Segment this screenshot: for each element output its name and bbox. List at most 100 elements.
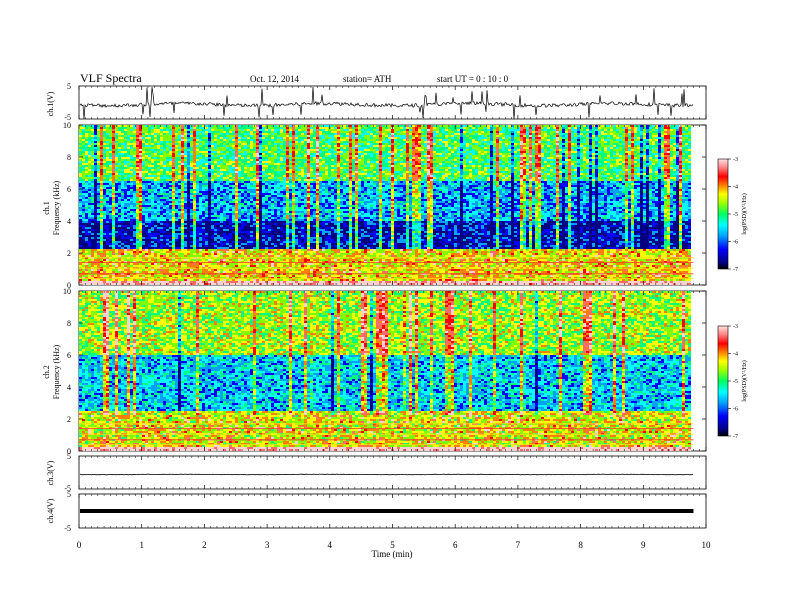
spectrogram-cell	[247, 133, 250, 135]
spectrogram-cell	[133, 187, 136, 189]
spectrogram-cell	[151, 185, 154, 187]
spectrogram-cell	[205, 175, 208, 177]
spectrogram-cell	[241, 129, 244, 131]
spectrogram-cell	[229, 245, 232, 247]
spectrogram-cell	[211, 185, 214, 187]
spectrogram-cell	[256, 163, 259, 165]
spectrogram-cell	[253, 279, 256, 281]
spectrogram-cell	[208, 135, 211, 137]
spectrogram-cell	[226, 135, 229, 137]
spectrogram-cell	[202, 201, 205, 203]
spectrogram-cell	[82, 173, 85, 175]
spectrogram-cell	[211, 233, 214, 235]
spectrogram-cell	[211, 131, 214, 133]
spectrogram-cell	[145, 163, 148, 165]
spectrogram-cell	[181, 159, 184, 161]
spectrogram-cell	[97, 227, 100, 229]
spectrogram-cell	[94, 253, 97, 255]
spectrogram-cell	[145, 153, 148, 155]
spectrogram-cell	[250, 241, 253, 243]
spectrogram-cell	[238, 177, 241, 179]
spectrogram-cell	[130, 177, 133, 179]
spectrogram-cell	[142, 215, 145, 217]
spectrogram-cell	[151, 157, 154, 159]
spectrogram-cell	[208, 265, 211, 267]
spectrogram-cell	[244, 125, 247, 127]
spectrogram-cell	[181, 281, 184, 283]
spectrogram-cell	[124, 145, 127, 147]
spectrogram-cell	[88, 173, 91, 175]
spectrogram-cell	[208, 179, 211, 181]
spectrogram-cell	[103, 269, 106, 271]
spectrogram-cell	[148, 241, 151, 243]
spectrogram-cell	[157, 233, 160, 235]
spectrogram-cell	[226, 221, 229, 223]
spectrogram-cell	[121, 167, 124, 169]
spectrogram-cell	[88, 197, 91, 199]
spectrogram-cell	[118, 241, 121, 243]
spectrogram-cell	[82, 159, 85, 161]
spectrogram-cell	[208, 233, 211, 235]
spectrogram-cell	[229, 279, 232, 281]
spectrogram-cell	[172, 169, 175, 171]
spectrogram-cell	[187, 243, 190, 245]
spectrogram-cell	[229, 219, 232, 221]
spectrogram-cell	[211, 245, 214, 247]
spectrogram-cell	[172, 279, 175, 281]
spectrogram-cell	[181, 175, 184, 177]
spectrogram-cell	[124, 189, 127, 191]
spectrogram-cell	[91, 215, 94, 217]
spectrogram-cell	[223, 227, 226, 229]
spectrogram-cell	[91, 177, 94, 179]
spectrogram-cell	[187, 161, 190, 163]
spectrogram-cell	[244, 259, 247, 261]
spectrogram-cell	[145, 209, 148, 211]
spectrogram-cell	[256, 165, 259, 167]
spectrogram-cell	[229, 145, 232, 147]
spectrogram-cell	[256, 227, 259, 229]
spectrogram-cell	[109, 201, 112, 203]
spectrogram-cell	[178, 239, 181, 241]
spectrogram-cell	[253, 263, 256, 265]
spectrogram-cell	[142, 169, 145, 171]
spectrogram-cell	[208, 127, 211, 129]
spectrogram-cell	[229, 167, 232, 169]
spectrogram-cell	[79, 241, 82, 243]
spectrogram-cell	[91, 127, 94, 129]
spectrogram-cell	[106, 275, 109, 277]
spectrogram-cell	[214, 173, 217, 175]
spectrogram-cell	[247, 275, 250, 277]
spectrogram-cell	[244, 135, 247, 137]
spectrogram-cell	[82, 175, 85, 177]
spectrogram-cell	[187, 237, 190, 239]
spectrogram-cell	[166, 199, 169, 201]
spectrogram-cell	[124, 229, 127, 231]
spectrogram-cell	[226, 129, 229, 131]
spectrogram-cell	[94, 247, 97, 249]
spectrogram-cell	[145, 135, 148, 137]
spectrogram-cell	[118, 213, 121, 215]
spectrogram-cell	[124, 141, 127, 143]
spectrogram-cell	[79, 127, 82, 129]
spectrogram-cell	[94, 275, 97, 277]
spectrogram-cell	[136, 237, 139, 239]
spectrogram-cell	[238, 189, 241, 191]
spectrogram-cell	[196, 245, 199, 247]
spectrogram-cell	[238, 165, 241, 167]
spectrogram-cell	[247, 127, 250, 129]
spectrogram-cell	[142, 243, 145, 245]
spectrogram-cell	[247, 263, 250, 265]
spectrogram-cell	[124, 157, 127, 159]
spectrogram-cell	[223, 173, 226, 175]
spectrogram-cell	[232, 187, 235, 189]
spectrogram-cell	[166, 225, 169, 227]
spectrogram-cell	[163, 245, 166, 247]
spectrogram-cell	[139, 265, 142, 267]
spectrogram-cell	[238, 153, 241, 155]
spectrogram-cell	[187, 241, 190, 243]
spectrogram-cell	[79, 177, 82, 179]
spectrogram-cell	[175, 239, 178, 241]
spectrogram-cell	[130, 141, 133, 143]
spectrogram-cell	[190, 275, 193, 277]
spectrogram-cell	[178, 191, 181, 193]
